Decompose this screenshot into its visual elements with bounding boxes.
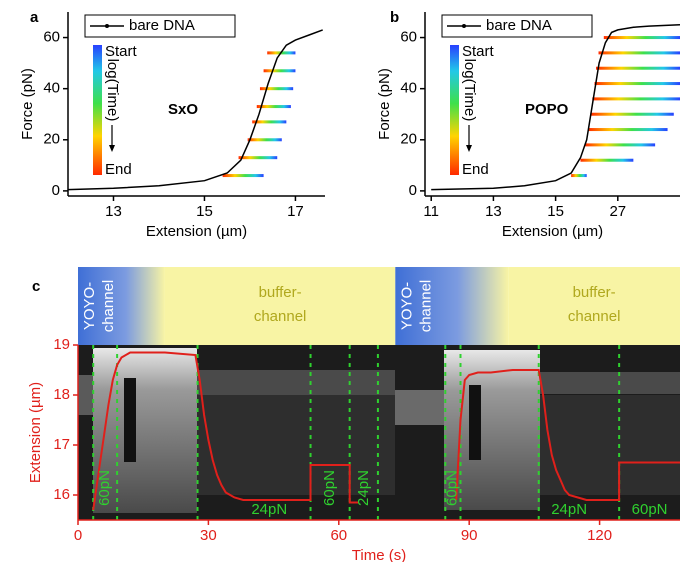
channel-band xyxy=(508,267,680,345)
stretch-trace xyxy=(223,174,264,177)
stretch-trace xyxy=(590,113,673,116)
channel-label: buffer- xyxy=(259,284,302,301)
y-tick-label: 40 xyxy=(43,80,60,97)
stretch-trace xyxy=(594,82,680,85)
colorbar-start: Start xyxy=(462,43,495,60)
force-label: 24pN xyxy=(551,501,587,518)
kymograph xyxy=(78,345,680,520)
legend-label: bare DNA xyxy=(129,17,195,34)
colorbar-title: log(Time) xyxy=(104,59,121,122)
y-tick-label: 60 xyxy=(43,29,60,46)
y-tick-label: 0 xyxy=(409,182,417,199)
y-tick-label: 20 xyxy=(400,131,417,148)
x-tick-label: 27 xyxy=(609,203,626,220)
x-tick-label: 15 xyxy=(196,203,213,220)
x-tick-label: 120 xyxy=(587,527,612,544)
force-label: 24pN xyxy=(251,501,287,518)
force-label: 60pN xyxy=(96,470,113,506)
annotation: POPO xyxy=(525,101,569,118)
colorbar-start: Start xyxy=(105,43,138,60)
colorbar xyxy=(93,45,102,175)
x-tick-label: 13 xyxy=(105,203,122,220)
stretch-trace xyxy=(264,69,296,72)
y-tick-label: 17 xyxy=(53,436,70,453)
colorbar-end: End xyxy=(105,161,132,178)
stretch-trace xyxy=(585,143,655,146)
annotation: SxO xyxy=(168,101,198,118)
y-tick-label: 18 xyxy=(53,386,70,403)
x-tick-label: 17 xyxy=(287,203,304,220)
x-axis-title: Time (s) xyxy=(352,547,406,562)
y-axis-title: Force (pN) xyxy=(19,68,36,140)
stretch-trace xyxy=(248,138,282,141)
x-axis-title: Extension (µm) xyxy=(502,223,603,240)
x-tick-label: 0 xyxy=(74,527,82,544)
page: {"chart_data": [ {"type": "line", "panel… xyxy=(0,0,680,562)
stretch-trace xyxy=(580,159,633,162)
stretch-trace xyxy=(599,51,680,54)
stretch-trace xyxy=(604,36,680,39)
force-label: 60pN xyxy=(632,501,668,518)
stretch-trace xyxy=(239,156,278,159)
channel-label: channel xyxy=(568,308,621,325)
y-tick-label: 16 xyxy=(53,486,70,503)
x-tick-label: 30 xyxy=(200,527,217,544)
force-label: 60pN xyxy=(444,470,461,506)
colorbar-end: End xyxy=(462,161,489,178)
force-label: 60pN xyxy=(321,470,338,506)
y-axis-title: Force (pN) xyxy=(376,68,393,140)
legend-marker xyxy=(462,24,466,28)
stretch-trace xyxy=(588,128,667,131)
y-tick-label: 19 xyxy=(53,336,70,353)
x-tick-label: 13 xyxy=(485,203,502,220)
channel-label: channel xyxy=(254,308,307,325)
panel-label: b xyxy=(390,9,399,26)
colorbar-title: log(Time) xyxy=(461,59,478,122)
channel-label: channel xyxy=(417,280,434,333)
channel-label: YOYO- xyxy=(81,282,98,330)
figure: 13 15 17 0 20 40 60 Extension (µm) Force (pN) a ba… xyxy=(0,0,680,562)
y-tick-label: 40 xyxy=(400,80,417,97)
panel-label: c xyxy=(32,278,40,295)
colorbar-arrowhead xyxy=(109,145,115,152)
y-tick-label: 60 xyxy=(400,29,417,46)
x-tick-label: 15 xyxy=(547,203,564,220)
y-tick-label: 20 xyxy=(43,131,60,148)
legend-label: bare DNA xyxy=(486,17,552,34)
x-tick-label: 11 xyxy=(423,203,439,220)
legend-marker xyxy=(105,24,109,28)
stretch-trace xyxy=(592,97,680,100)
channel-band xyxy=(165,267,395,345)
stretch-trace xyxy=(260,87,293,90)
channel-label: buffer- xyxy=(573,284,616,301)
channel-label: YOYO- xyxy=(398,282,415,330)
x-tick-label: 60 xyxy=(330,527,347,544)
x-tick-label: 90 xyxy=(461,527,478,544)
panel-label: a xyxy=(30,9,39,26)
x-axis-title: Extension (µm) xyxy=(146,223,247,240)
y-tick-label: 0 xyxy=(52,182,60,199)
stretch-trace xyxy=(571,174,587,177)
colorbar-arrowhead xyxy=(466,145,472,152)
stretch-trace xyxy=(596,67,680,70)
channel-label: channel xyxy=(100,280,117,333)
force-label: 24pN xyxy=(355,470,372,506)
y-axis-title: Extension (µm) xyxy=(27,382,44,483)
colorbar xyxy=(450,45,459,175)
